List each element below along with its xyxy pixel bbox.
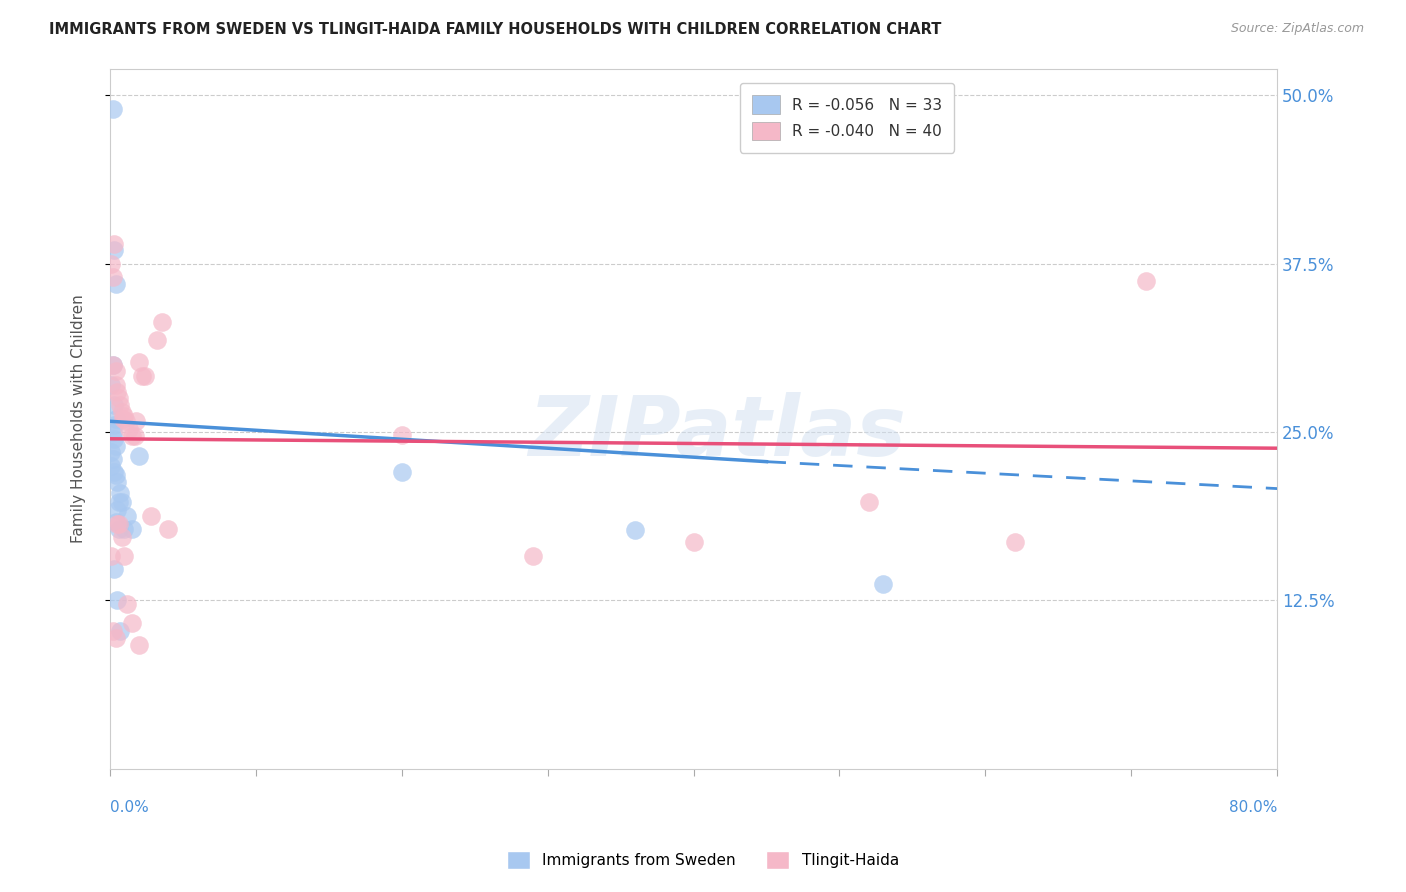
Point	[121, 429, 143, 443]
Point	[121, 522, 143, 536]
Point	[103, 244, 125, 258]
Point	[101, 358, 124, 372]
Y-axis label: Family Households with Children: Family Households with Children	[72, 294, 86, 543]
Point	[101, 102, 124, 116]
Point	[110, 495, 132, 509]
Point	[101, 358, 124, 372]
Point	[858, 495, 880, 509]
Point	[101, 624, 124, 639]
Point	[103, 236, 125, 251]
Legend: R = -0.056   N = 33, R = -0.040   N = 40: R = -0.056 N = 33, R = -0.040 N = 40	[740, 83, 955, 153]
Point	[101, 452, 124, 467]
Point	[1135, 274, 1157, 288]
Point	[108, 624, 131, 639]
Point	[103, 562, 125, 576]
Point	[624, 524, 647, 538]
Point	[107, 392, 129, 406]
Point	[117, 598, 139, 612]
Point	[110, 530, 132, 544]
Point	[150, 315, 173, 329]
Text: 80.0%: 80.0%	[1229, 800, 1277, 815]
Point	[105, 503, 128, 517]
Point	[103, 466, 125, 480]
Point	[121, 616, 143, 631]
Point	[100, 458, 122, 473]
Point	[145, 334, 167, 348]
Point	[1004, 535, 1026, 549]
Text: Source: ZipAtlas.com: Source: ZipAtlas.com	[1230, 22, 1364, 36]
Point	[114, 522, 136, 536]
Point	[100, 257, 122, 271]
Point	[108, 398, 131, 412]
Point	[107, 495, 129, 509]
Point	[391, 427, 413, 442]
Text: IMMIGRANTS FROM SWEDEN VS TLINGIT-HAIDA FAMILY HOUSEHOLDS WITH CHILDREN CORRELAT: IMMIGRANTS FROM SWEDEN VS TLINGIT-HAIDA …	[49, 22, 942, 37]
Point	[872, 577, 894, 591]
Point	[114, 549, 136, 563]
Point	[128, 355, 150, 369]
Point	[104, 378, 127, 392]
Point	[104, 411, 127, 425]
Point	[157, 522, 180, 536]
Point	[682, 535, 704, 549]
Point	[104, 631, 127, 645]
Point	[139, 508, 162, 523]
Point	[105, 384, 128, 399]
Point	[103, 418, 125, 433]
Point	[103, 398, 125, 412]
Point	[105, 475, 128, 489]
Point	[100, 378, 122, 392]
Point	[105, 593, 128, 607]
Point	[104, 515, 127, 529]
Point	[104, 364, 127, 378]
Point	[115, 414, 138, 428]
Point	[134, 368, 156, 383]
Point	[105, 516, 128, 531]
Point	[128, 450, 150, 464]
Point	[125, 414, 148, 428]
Point	[391, 466, 413, 480]
Text: 0.0%: 0.0%	[110, 800, 149, 815]
Point	[108, 485, 131, 500]
Legend: Immigrants from Sweden, Tlingit-Haida: Immigrants from Sweden, Tlingit-Haida	[501, 845, 905, 875]
Point	[103, 432, 125, 446]
Point	[118, 422, 141, 436]
Point	[101, 270, 124, 285]
Point	[124, 429, 146, 443]
Point	[104, 277, 127, 291]
Point	[117, 508, 139, 523]
Text: ZIPatlas: ZIPatlas	[529, 392, 905, 473]
Point	[114, 409, 136, 423]
Point	[107, 522, 129, 536]
Point	[107, 516, 129, 531]
Point	[522, 549, 544, 563]
Point	[104, 438, 127, 452]
Point	[110, 405, 132, 419]
Point	[128, 638, 150, 652]
Point	[104, 468, 127, 483]
Point	[100, 445, 122, 459]
Point	[131, 368, 153, 383]
Point	[101, 425, 124, 439]
Point	[100, 549, 122, 563]
Point	[111, 411, 134, 425]
